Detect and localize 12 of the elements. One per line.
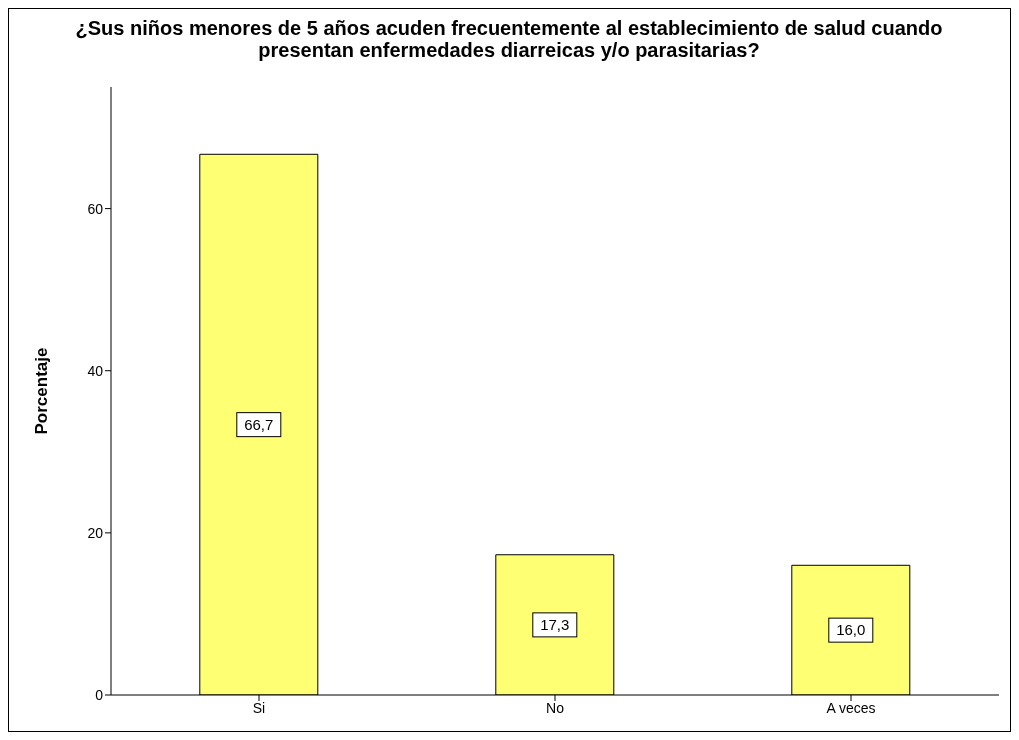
y-axis-title: Porcentaje [32, 347, 52, 435]
y-tick-label: 40 [87, 362, 104, 379]
x-tick-label: A veces [826, 699, 876, 716]
y-tick-label: 60 [87, 200, 104, 217]
data-label: 17,3 [540, 615, 570, 633]
y-tick-label: 0 [95, 686, 104, 703]
x-tick-label: Si [252, 699, 266, 716]
chart-title: ¿Sus niños menores de 5 años acuden frecuentemente al establecimiento de salud cuando presentan enfermedades diarreicas y/o parasitarias? [74, 17, 944, 61]
x-tick-label: No [546, 699, 565, 716]
y-tick-label: 20 [87, 524, 104, 541]
data-label: 16,0 [836, 621, 866, 639]
data-label: 66,7 [244, 415, 274, 433]
